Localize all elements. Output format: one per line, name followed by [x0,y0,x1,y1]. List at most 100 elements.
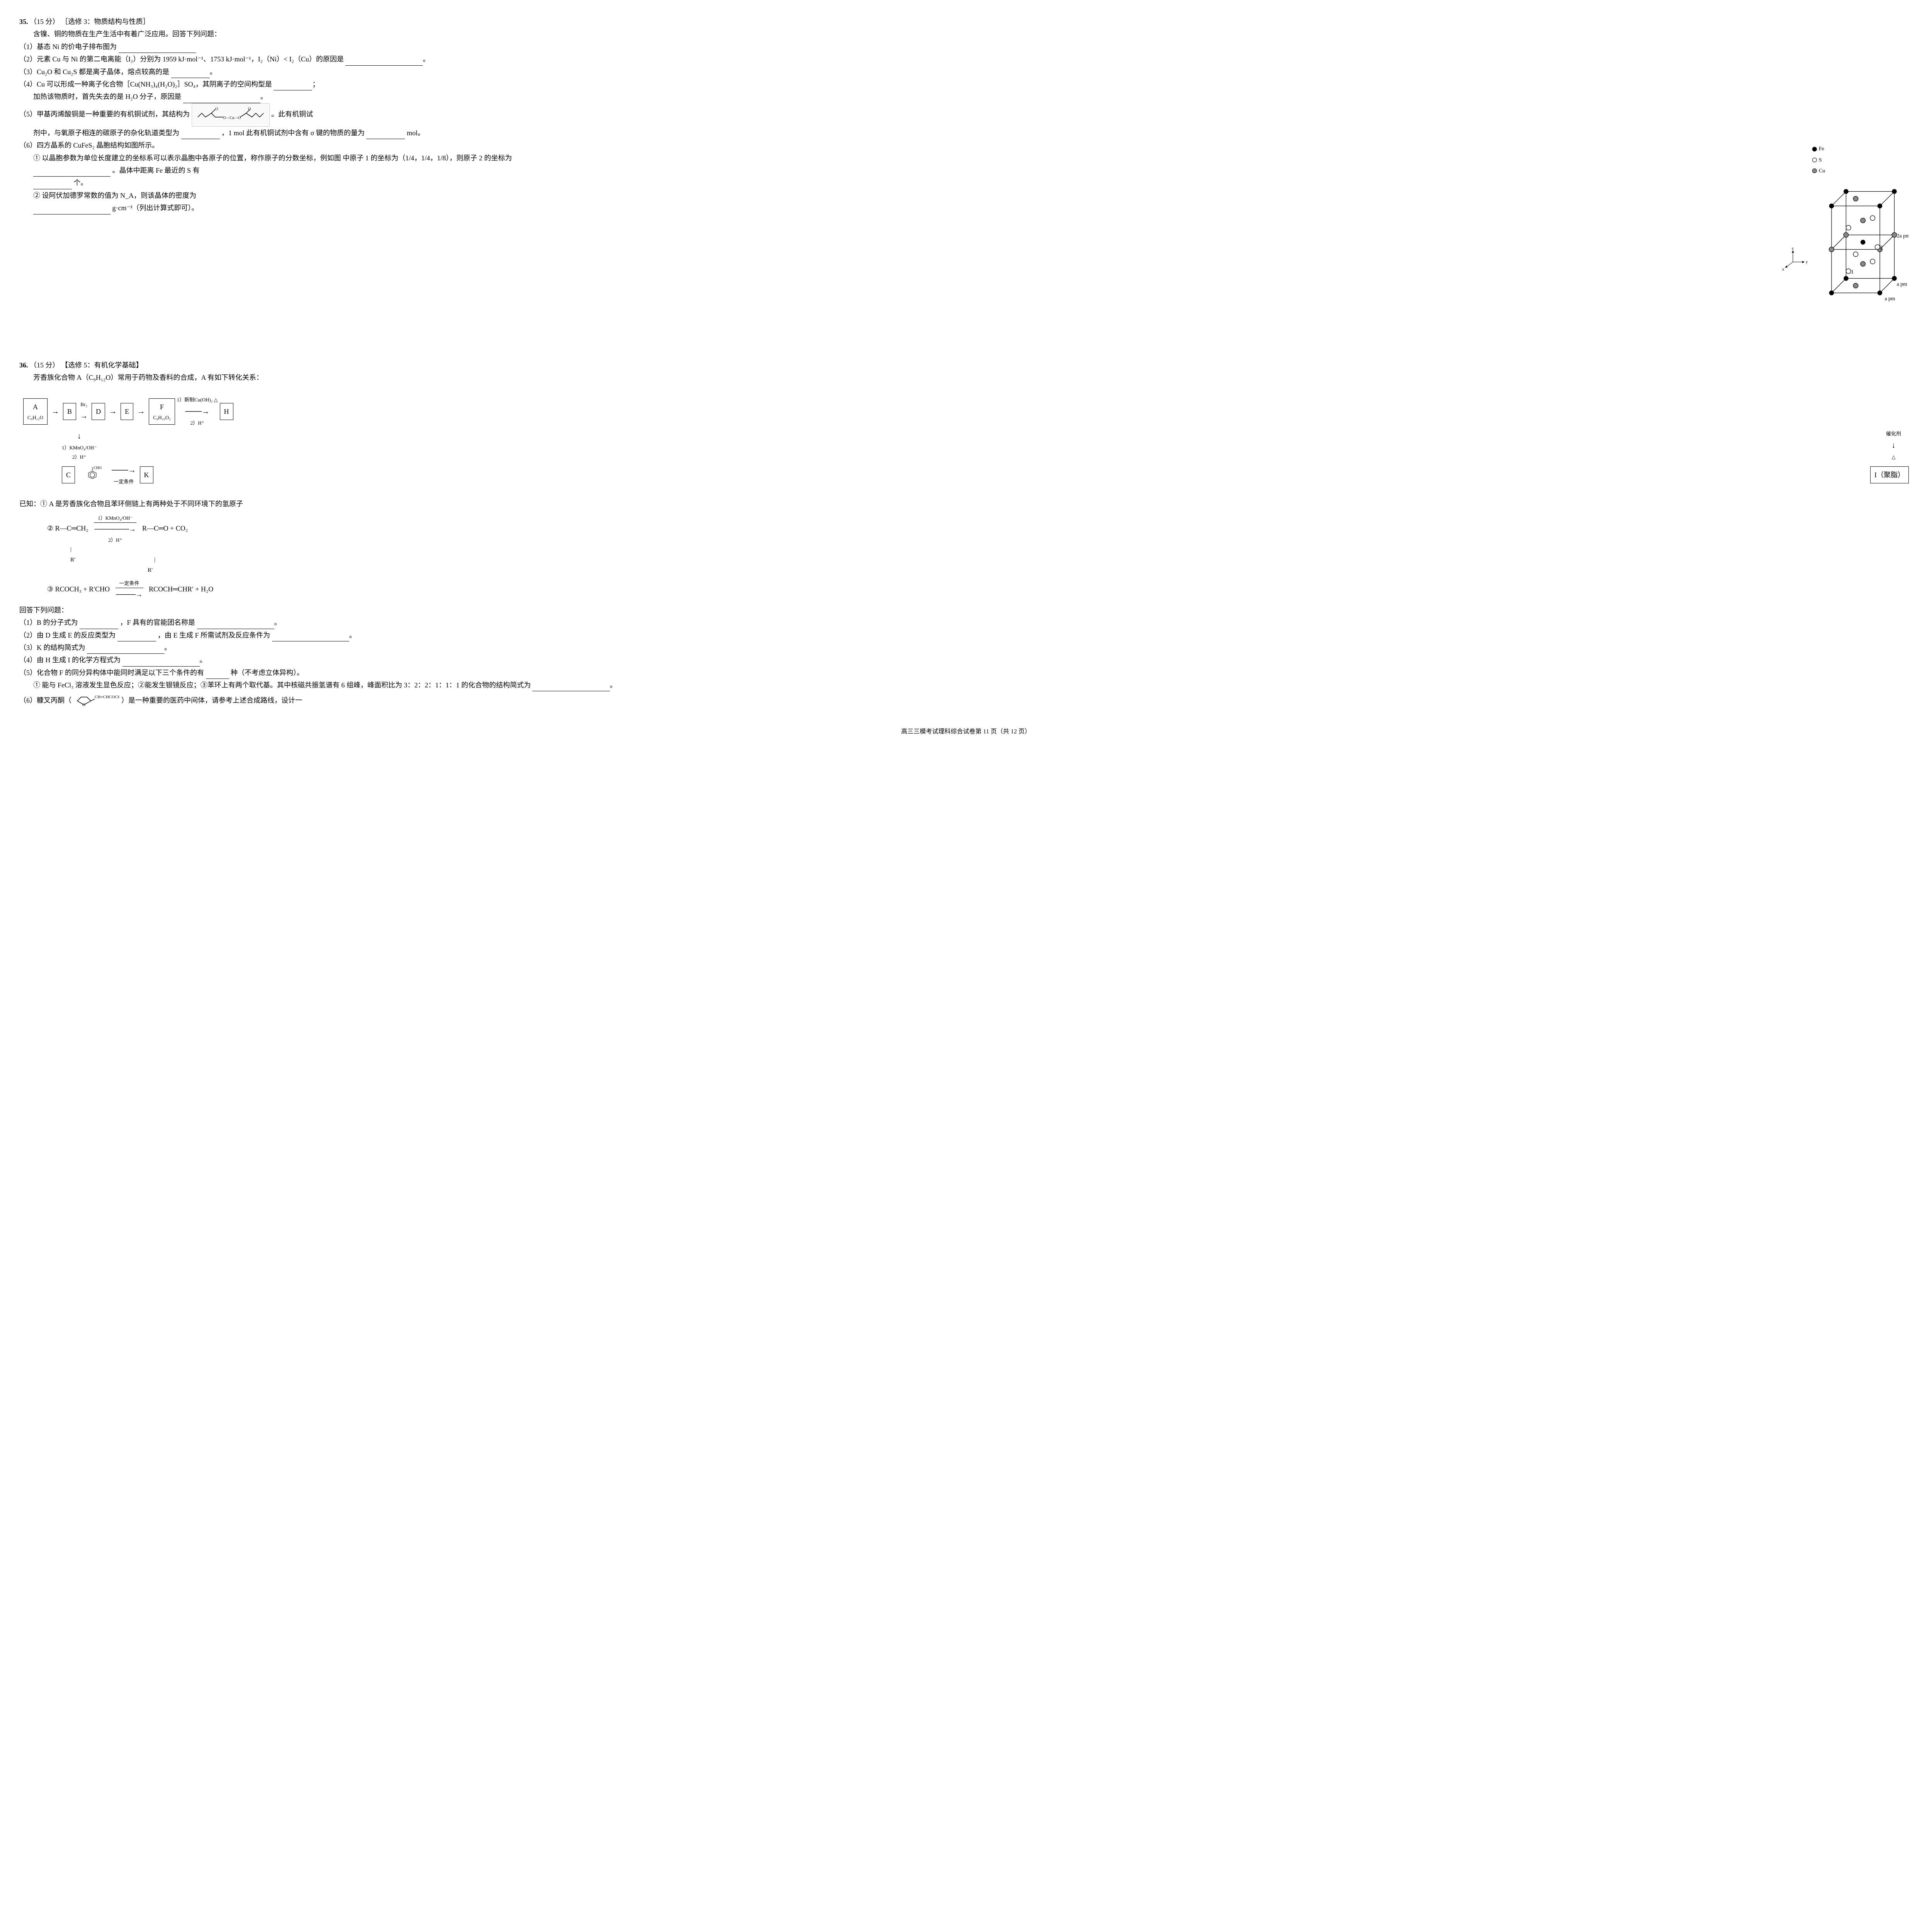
q36-number: 36. [19,361,28,369]
crystal-structure-svg: 1 2 2a pm a pm a pm [1812,177,1909,312]
box-E: E [121,403,133,420]
blank [197,621,274,629]
furan-structure: O CH=CHCOCH₃ [73,691,120,711]
q36-header: 36. （15 分） 【选修 5：有机化学基础】 [19,359,1913,371]
crystal-diagram-container: Fe S Cu [1812,143,1909,347]
arrow-icon: → [78,409,90,423]
blank [122,658,200,667]
box-B: B [63,403,76,420]
blank [532,683,610,692]
arrow-down-icon: ↓ [1889,439,1897,452]
box-C: C [62,466,75,483]
flow-row-2: ↓ 1）KMnO₄/OH⁻ 2）H⁺ 催化剂 ↓ △ [62,429,1909,461]
legend-s: S [1812,155,1909,165]
q36-known: 已知：① A 是芳香族化合物且苯环侧链上有两种处于不同环境下的氢原子 [19,498,1913,510]
blank [119,45,196,53]
box-F: F C₉H₁₀O₂ [149,398,175,425]
s-dot [1812,158,1817,162]
arrow-condition: ───→ 一定条件 [110,463,138,486]
q36-sub2: （2）由 D 生成 E 的反应类型为 ，由 E 生成 F 所需试剂及反应条件为 … [19,629,1913,641]
fe-dot [1812,147,1817,151]
q35-number: 35. [19,18,28,26]
blank [33,168,111,177]
blank [80,621,118,629]
blank [366,131,405,139]
svg-text:O: O [215,107,218,111]
svg-text:1: 1 [1851,269,1854,275]
svg-text:CH=CHCOCH₃: CH=CHCOCH₃ [95,695,120,699]
q36-sub6: （6）糠叉丙酮（ O CH=CHCOCH₃ ）是一种重要的医药中间体，请参考上述… [19,691,1913,711]
q36-intro: 芳香族化合物 A（C₉H₁₂O）常用于药物及香料的合成，A 有如下转化关系： [19,371,1913,384]
arrow-icon: → [135,405,147,418]
blank [274,82,312,91]
q35-sub5: （5）甲基丙烯酸铜是一种重要的有机铜试剂，其结构为 O O—Cu—O O 。此有… [19,103,1913,139]
question-36: 36. （15 分） 【选修 5：有机化学基础】 芳香族化合物 A（C₉H₁₂O… [19,359,1913,711]
q36-answer-header: 回答下列问题： [19,604,1913,616]
box-D: D [92,403,105,420]
q35-topic: ［选修 3：物质结构与性质］ [61,18,150,26]
q35-sub6-2: ② 设阿伏加德罗常数的值为 N_A，则该晶体的密度为 g·cm⁻³（列出计算式即… [19,189,1913,214]
arrow-down-icon: ↓ [75,429,83,443]
flow-row-1: A C₉H₁₂O → B Br₂ → D → E → F C₉H₁₀O₂ 1）新… [23,395,1909,427]
box-K: K [140,466,153,483]
page-footer: 高三三模考试理科综合试卷第 11 页（共 12 页） [19,726,1913,738]
arrow-down-cat: 催化剂 ↓ △ [1886,429,1901,461]
svg-text:y: y [1806,260,1808,264]
arrow-br2: Br₂ → [78,400,90,423]
crystal-legend: Fe S Cu [1812,144,1909,176]
reaction-arrow: 1）KMnO₄/OH⁻ ───────→ 2）H⁺ [94,514,136,544]
arrow-icon: → [107,405,119,418]
svg-text:z: z [1792,247,1794,251]
copper-methacrylate-structure: O O—Cu—O O [192,103,270,127]
reaction-arrow: 一定条件 ────→ [116,579,143,601]
axes-svg: z y x [1781,247,1812,274]
box-I: I（聚脂） [1870,466,1909,483]
benzaldehyde-structure: CHO [83,465,102,485]
cu-dot [1812,168,1817,173]
blank [171,70,210,78]
question-35: 35. （15 分） ［选修 3：物质结构与性质］ 含镍、铜的物质在生产生活中有… [19,15,1913,351]
svg-text:a pm: a pm [1885,296,1895,301]
arrow-icon: ───→ [183,405,211,418]
blank [117,633,156,641]
q35-sub4: （4）Cu 可以形成一种离子化合物［Cu(NH₃)₄(H₂O)₂］SO₄，其阴离… [19,78,1913,103]
q35-sub6-1: ① 以晶胞参数为单位长度建立的坐标系可以表示晶胞中各原子的位置，称作原子的分数坐… [19,152,1913,189]
q36-known3: ③ RCOCH₃ + R′CHO 一定条件 ────→ RCOCH═CHR′ +… [19,579,1913,601]
blank [345,57,423,66]
q35-intro: 含镍、铜的物质在生产生活中有着广泛应用。回答下列问题： [19,28,1913,40]
svg-text:O—Cu—O: O—Cu—O [223,116,241,120]
svg-text:O: O [82,702,85,707]
q35-sub6: （6）四方晶系的 CuFeS₂ 晶胞结构如图所示。 [19,139,1913,151]
arrow-down-kmno4: ↓ 1）KMnO₄/OH⁻ 2）H⁺ [62,429,97,461]
arrow-icon: ───→ [110,463,138,477]
svg-text:2: 2 [1880,245,1883,251]
q36-points: （15 分） [30,361,60,369]
arrow-icon: → [49,405,61,418]
blank [33,181,72,189]
blank [33,206,111,214]
arrow-cuoh2: 1）新制Cu(OH)₂ △ ───→ 2）H⁺ [177,395,218,427]
q35-sub3: （3）Cu₂O 和 Cu₂S 都是离子晶体，熔点较高的是 。 [19,66,1913,78]
q35-sub6-container: Fe S Cu [19,139,1913,351]
flow-row-3: C CHO ───→ 一定条件 K I（聚脂） [62,463,1909,486]
reaction-scheme: A C₉H₁₂O → B Br₂ → D → E → F C₉H₁₀O₂ 1）新… [19,389,1913,492]
q35-sub2: （2）元素 Cu 与 Ni 的第二电离能（I₂）分别为 1959 kJ·mol⁻… [19,53,1913,65]
blank [206,670,229,679]
svg-text:x: x [1782,267,1784,272]
legend-fe: Fe [1812,144,1909,154]
blank [183,95,260,103]
legend-cu: Cu [1812,166,1909,176]
q36-topic: 【选修 5：有机化学基础】 [61,361,143,369]
q36-sub4: （4）由 H 生成 I 的化学方程式为 。 [19,654,1913,666]
q35-points: （15 分） [30,18,60,26]
svg-text:a pm: a pm [1897,281,1907,287]
blank [181,131,220,139]
svg-text:2a pm: 2a pm [1897,233,1909,238]
q35-sub1: （1）基态 Ni 的价电子排布图为 [19,41,1913,53]
q35-header: 35. （15 分） ［选修 3：物质结构与性质］ [19,15,1913,28]
q36-sub3: （3）K 的结构简式为 。 [19,641,1913,654]
box-A: A C₉H₁₂O [23,398,48,425]
svg-text:CHO: CHO [94,466,102,470]
q36-sub1: （1）B 的分子式为 ，F 具有的官能团名称是 。 [19,616,1913,629]
blank [272,633,349,641]
